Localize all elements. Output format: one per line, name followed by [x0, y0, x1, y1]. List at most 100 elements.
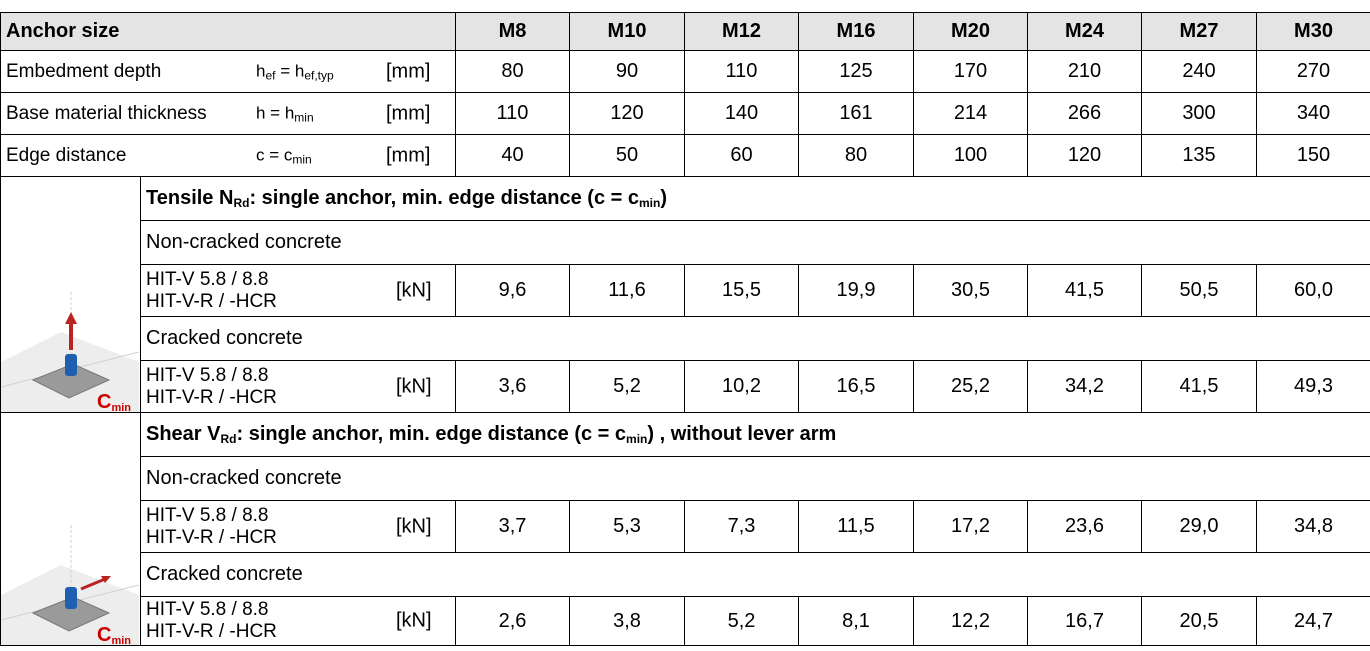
row: Cmin Tensile NRd: single anchor, min. edg…: [0, 176, 1370, 413]
row-label-cell: Edge distance c = cmin [mm]: [0, 134, 456, 177]
products: HIT-V 5.8 / 8.8 HIT-V-R / -HCR: [146, 365, 277, 409]
value-cell: 19,9: [798, 264, 914, 317]
size-header: M30: [1256, 12, 1370, 51]
size-header: M20: [913, 12, 1028, 51]
product: HIT-V-R / -HCR: [146, 526, 277, 548]
products: HIT-V 5.8 / 8.8 HIT-V-R / -HCR: [146, 599, 277, 643]
text-part: : single anchor, min. edge distance (c =…: [249, 187, 639, 209]
subscript: min: [294, 110, 314, 124]
condition: Cracked concrete: [140, 316, 1370, 361]
value-cell: 34,2: [1027, 360, 1142, 413]
value-cell: 11,6: [569, 264, 685, 317]
value-cell: 140: [684, 92, 799, 135]
value-cell: 49,3: [1256, 360, 1370, 413]
icon-label-main: C: [97, 391, 111, 412]
unit: [mm]: [386, 60, 431, 82]
value-cell: 80: [455, 50, 570, 93]
value-cell: 5,3: [569, 500, 685, 553]
value-cell: 110: [455, 92, 570, 135]
value-cell: 16,5: [798, 360, 914, 413]
unit: [kN]: [396, 279, 432, 301]
value-cell: 34,8: [1256, 500, 1370, 553]
value-cell: 30,5: [913, 264, 1028, 317]
value-cell: 8,1: [798, 596, 914, 646]
plate: [31, 363, 111, 399]
row-label-cell: Base material thickness h = hmin [mm]: [0, 92, 456, 135]
icon: Cmin: [1, 525, 139, 645]
value-cell: 17,2: [913, 500, 1028, 553]
condition: Cracked concrete: [140, 552, 1370, 597]
products: HIT-V 5.8 / 8.8 HIT-V-R / -HCR: [146, 505, 277, 549]
row: Anchor size M8 M10 M12 M16 M20 M24 M27 M30: [0, 12, 1370, 51]
value-cell: 41,5: [1027, 264, 1142, 317]
products: HIT-V 5.8 / 8.8 HIT-V-R / -HCR: [146, 269, 277, 313]
row: Non-cracked concrete: [1, 220, 1370, 265]
value-cell: 3,7: [455, 500, 570, 553]
condition: Non-cracked concrete: [140, 220, 1370, 265]
row: Non-cracked concrete: [1, 456, 1370, 501]
value-cell: 3,6: [455, 360, 570, 413]
anchor-table: Anchor size M8 M10 M12 M16 M20 M24 M27 M30 Embedm…: [0, 12, 1370, 646]
value-cell: 2,6: [455, 596, 570, 646]
row: HIT-V 5.8 / 8.8 HIT-V-R / -HCR [kN] 3,7 5,3 7…: [1, 500, 1370, 553]
icon-label-main: C: [97, 624, 111, 645]
value-cell: 20,5: [1141, 596, 1257, 646]
icon-label: Cmin: [97, 391, 131, 412]
value-cell: 210: [1027, 50, 1142, 93]
product-cell: HIT-V 5.8 / 8.8 HIT-V-R / -HCR [kN]: [140, 264, 456, 317]
value-cell: 100: [913, 134, 1028, 177]
value-cell: 5,2: [684, 596, 799, 646]
row: Embedment depth hef = hef,typ [mm] 80 90 110 1…: [0, 50, 1370, 93]
product: HIT-V-R / -HCR: [146, 621, 277, 642]
value-cell: 9,6: [455, 264, 570, 317]
icon-label: Cmin: [97, 624, 131, 645]
row: Cracked concrete: [1, 316, 1370, 361]
value-cell: 29,0: [1141, 500, 1257, 553]
size-header: M12: [684, 12, 799, 51]
value-cell: 3,8: [569, 596, 685, 646]
value-cell: 270: [1256, 50, 1370, 93]
value-cell: 300: [1141, 92, 1257, 135]
row-label: Embedment depth: [6, 60, 162, 82]
value-cell: 90: [569, 50, 685, 93]
value-cell: 25,2: [913, 360, 1028, 413]
text-part: ): [660, 187, 668, 209]
row-label: Base material thickness: [6, 102, 207, 124]
value-cell: 40: [455, 134, 570, 177]
row: Cracked concrete: [1, 552, 1370, 597]
subscript: min: [639, 196, 661, 210]
subscript: ef: [265, 68, 276, 82]
text-part: h = h: [256, 103, 295, 122]
row-symbol: h = hmin: [256, 103, 314, 124]
product: HIT-V 5.8 / 8.8: [146, 268, 269, 290]
size-header: M27: [1141, 12, 1257, 51]
section-title: Tensile NRd: single anchor, min. edge di…: [140, 176, 1370, 221]
anchor: [65, 587, 77, 609]
value-cell: 150: [1256, 134, 1370, 177]
value-cell: 50: [569, 134, 685, 177]
value-cell: 340: [1256, 92, 1370, 135]
value-cell: 110: [684, 50, 799, 93]
icon-label-sub: min: [111, 635, 131, 645]
row: Base material thickness h = hmin [mm] 110 12…: [0, 92, 1370, 135]
value-cell: 16,7: [1027, 596, 1142, 646]
text-part: : single anchor, min. edge distance (c =…: [236, 423, 627, 445]
text-part: Tensile N: [146, 187, 234, 209]
value-cell: 161: [798, 92, 914, 135]
product: HIT-V 5.8 / 8.8: [146, 364, 269, 386]
text-part: h: [256, 61, 266, 80]
text-part: = h: [275, 61, 305, 80]
product: HIT-V-R / -HCR: [146, 290, 277, 312]
value-cell: 7,3: [684, 500, 799, 553]
value-cell: 41,5: [1141, 360, 1257, 413]
icon-label-sub: min: [111, 402, 131, 412]
value-cell: 23,6: [1027, 500, 1142, 553]
value-cell: 5,2: [569, 360, 685, 413]
value-cell: 12,2: [913, 596, 1028, 646]
table-wrap: Anchor size M8 M10 M12 M16 M20 M24 M27 M30 Embedm…: [0, 12, 1370, 646]
value-cell: 60,0: [1256, 264, 1370, 317]
icon-cell: Cmin: [0, 176, 141, 413]
value-cell: 60: [684, 134, 799, 177]
size-header: M10: [569, 12, 685, 51]
